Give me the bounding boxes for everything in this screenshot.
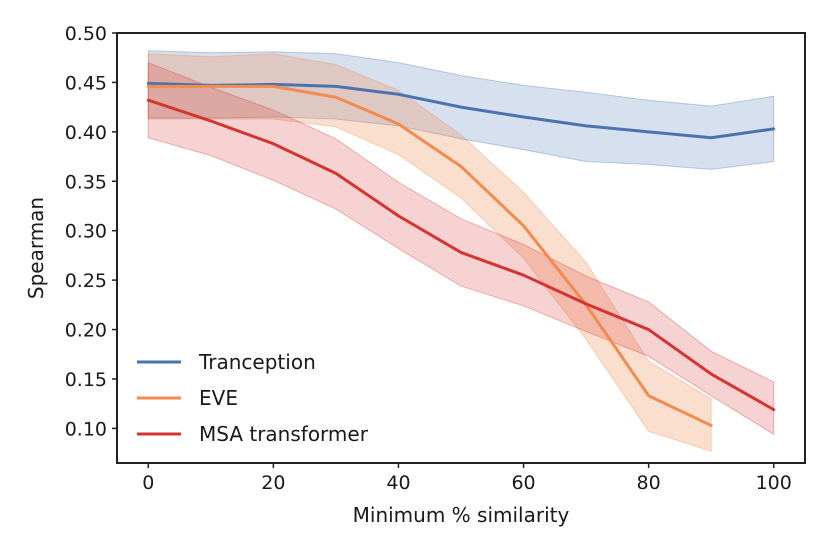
line-msa-transformer	[146, 98, 776, 412]
y-tick-label: 0.40	[65, 122, 107, 144]
line-eve	[146, 84, 713, 427]
band-msa-transformer	[147, 61, 775, 436]
y-tick-label: 0.15	[65, 369, 107, 391]
x-tick-label: 60	[511, 472, 535, 494]
band-eve	[147, 53, 712, 452]
y-tick-label: 0.10	[65, 418, 107, 440]
x-tick-label: 40	[386, 472, 410, 494]
legend-label: MSA transformer	[199, 422, 369, 446]
y-tick-label: 0.20	[65, 320, 107, 342]
x-tick-label: 80	[637, 472, 661, 494]
plot-frame	[116, 32, 806, 464]
y-tick-label: 0.45	[65, 72, 107, 94]
y-axis: 0.10 0.15 0.20 0.25 0.30 0.35 0.40 0.45 0.50	[65, 23, 117, 440]
legend-item-msa-transformer: MSA transformer	[137, 422, 369, 446]
x-tick-label: 20	[261, 472, 285, 494]
band-tranception	[147, 50, 775, 170]
x-tick-label: 0	[142, 472, 154, 494]
y-tick-label: 0.30	[65, 221, 107, 243]
confidence-bands	[147, 50, 775, 452]
series-lines	[146, 81, 776, 427]
legend-item-tranception: Tranception	[137, 350, 316, 374]
x-tick-label: 100	[756, 472, 792, 494]
legend-label: EVE	[199, 386, 238, 410]
legend-label: Tranception	[198, 350, 316, 374]
y-axis-title: Spearman	[24, 197, 48, 299]
y-tick-label: 0.50	[65, 23, 107, 45]
y-tick-label: 0.35	[65, 171, 107, 193]
line-tranception	[146, 81, 776, 140]
legend-item-eve: EVE	[137, 386, 238, 410]
x-axis: 0 20 40 60 80 100	[142, 463, 792, 494]
x-axis-title: Minimum % similarity	[353, 503, 570, 527]
legend: Tranception EVE MSA transformer	[137, 350, 369, 446]
y-tick-label: 0.25	[65, 270, 107, 292]
